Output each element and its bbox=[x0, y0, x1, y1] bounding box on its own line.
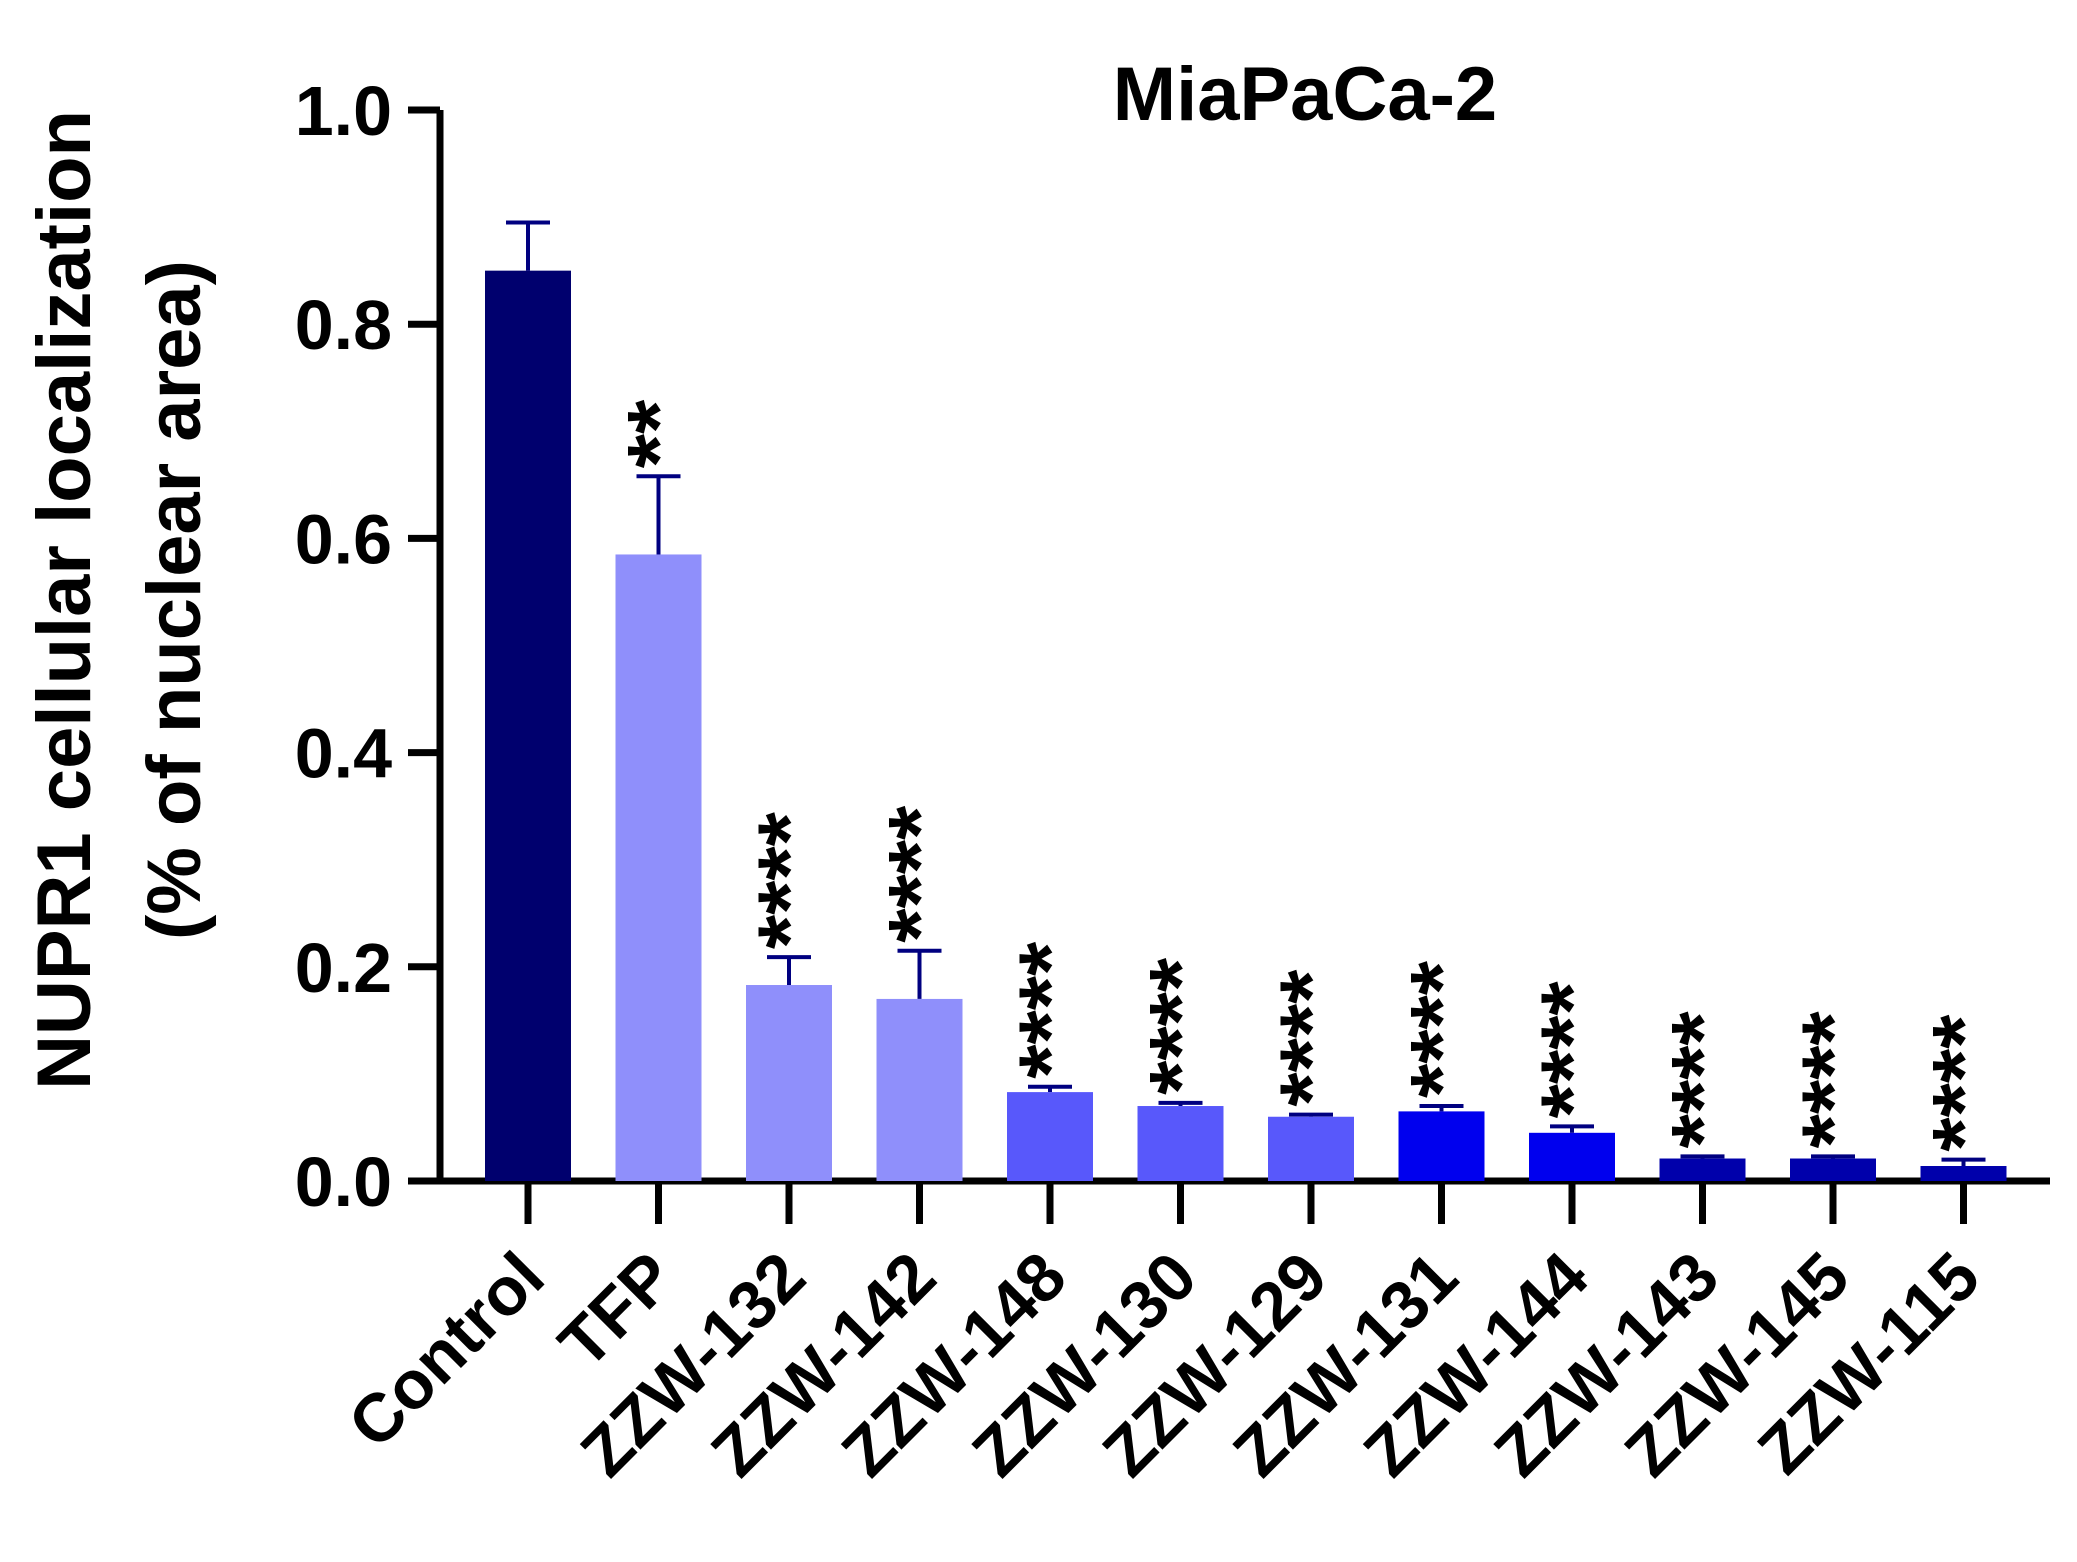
significance-label: **** bbox=[1783, 1011, 1882, 1149]
y-tick-label: 0.4 bbox=[295, 715, 392, 793]
significance-label: ** bbox=[609, 399, 708, 468]
bar-zzw-130 bbox=[1137, 1106, 1224, 1181]
bar-tfp bbox=[615, 554, 702, 1181]
plot-area: 0.00.20.40.60.81.0ControlTFP**ZZW-132***… bbox=[295, 72, 2050, 1491]
y-axis-label-line-1: NUPR1 cellular localization bbox=[22, 110, 107, 1090]
significance-label: **** bbox=[1261, 969, 1360, 1107]
bar-control bbox=[485, 270, 571, 1181]
y-tick-label: 0.2 bbox=[295, 929, 392, 1007]
significance-label: **** bbox=[1131, 957, 1230, 1095]
bar-zzw-115 bbox=[1920, 1166, 2007, 1181]
x-tick-label: Control bbox=[334, 1238, 559, 1463]
bar-zzw-142 bbox=[876, 998, 963, 1181]
chart-title: MiaPaCa-2 bbox=[1113, 52, 1497, 137]
bar-zzw-145 bbox=[1790, 1158, 1876, 1181]
bar-zzw-129 bbox=[1268, 1116, 1354, 1181]
significance-label: **** bbox=[1653, 1011, 1752, 1149]
significance-label: **** bbox=[870, 805, 969, 943]
significance-label: **** bbox=[739, 811, 838, 949]
bar-zzw-148 bbox=[1007, 1092, 1093, 1181]
significance-label: **** bbox=[1522, 981, 1621, 1119]
bar-zzw-131 bbox=[1398, 1111, 1485, 1181]
bar-zzw-144 bbox=[1529, 1132, 1615, 1181]
y-tick-label: 0.0 bbox=[295, 1143, 392, 1221]
significance-label: **** bbox=[1914, 1014, 2013, 1152]
y-axis-label: NUPR1 cellular localization (% of nuclea… bbox=[22, 110, 217, 1090]
bar-zzw-132 bbox=[746, 985, 832, 1181]
bar-zzw-143 bbox=[1659, 1158, 1746, 1181]
significance-label: **** bbox=[1000, 941, 1099, 1079]
y-tick-label: 1.0 bbox=[295, 72, 392, 150]
significance-label: **** bbox=[1392, 960, 1491, 1098]
y-tick-label: 0.6 bbox=[295, 500, 392, 578]
y-tick-label: 0.8 bbox=[295, 286, 392, 364]
y-axis-label-line-2: (% of nuclear area) bbox=[132, 260, 217, 940]
